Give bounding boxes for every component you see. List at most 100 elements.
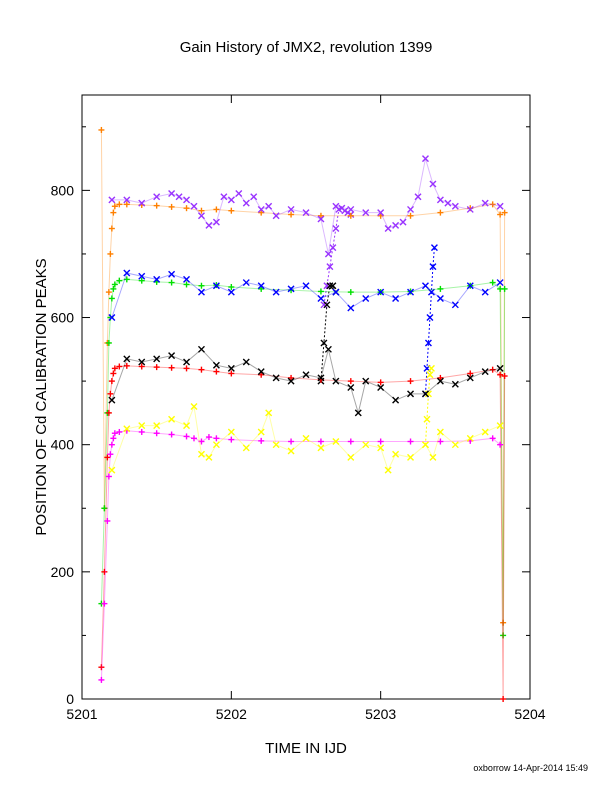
data-point — [324, 250, 332, 258]
data-point — [466, 374, 474, 382]
data-point — [108, 196, 116, 204]
data-point — [427, 288, 435, 296]
plot-area — [81, 94, 531, 700]
series-trace — [111, 272, 501, 318]
data-point — [111, 430, 118, 437]
data-point — [421, 155, 429, 163]
data-point — [108, 314, 116, 322]
data-point — [198, 366, 205, 373]
y-tick-label: 800 — [51, 182, 75, 198]
data-point — [407, 390, 415, 398]
data-point — [429, 180, 437, 188]
data-point — [153, 422, 161, 430]
data-point — [377, 288, 385, 296]
data-point — [407, 438, 414, 445]
data-point — [326, 263, 334, 271]
data-point — [168, 279, 175, 286]
data-point — [347, 205, 355, 213]
data-point — [377, 383, 385, 391]
data-point — [228, 370, 235, 377]
series-group — [98, 362, 508, 702]
data-point — [496, 422, 504, 430]
data-point — [497, 371, 504, 378]
data-point — [437, 209, 444, 216]
data-point — [198, 438, 205, 445]
data-point — [362, 441, 370, 449]
data-point — [153, 193, 161, 201]
data-point — [347, 453, 355, 461]
data-point — [421, 282, 429, 290]
data-point — [384, 225, 392, 233]
data-point — [123, 269, 131, 277]
data-point — [138, 272, 146, 280]
data-point — [288, 438, 295, 445]
connector-streaks — [317, 204, 438, 449]
data-point — [377, 444, 385, 452]
data-point — [257, 282, 265, 290]
data-point — [123, 362, 130, 369]
data-point — [437, 374, 444, 381]
data-point — [175, 193, 183, 201]
data-point — [98, 126, 105, 133]
data-point — [407, 288, 415, 296]
data-point — [426, 314, 434, 322]
data-point — [265, 409, 273, 417]
data-point — [227, 428, 235, 436]
data-point — [272, 374, 280, 382]
data-point — [104, 517, 111, 524]
series-trace — [100, 365, 506, 700]
data-point — [332, 377, 340, 385]
data-point — [320, 339, 328, 347]
data-point — [138, 363, 145, 370]
data-point — [168, 415, 176, 423]
data-point — [332, 225, 340, 233]
data-point — [426, 371, 434, 379]
data-point — [489, 435, 496, 442]
data-point — [329, 244, 337, 252]
data-point — [138, 422, 146, 430]
data-point — [258, 437, 265, 444]
data-point — [104, 454, 111, 461]
data-point — [497, 211, 504, 218]
data-point — [496, 202, 504, 210]
data-point — [347, 289, 354, 296]
data-point — [287, 377, 295, 385]
data-point — [421, 390, 429, 398]
data-point — [302, 209, 310, 217]
data-point — [392, 221, 400, 229]
data-point — [500, 619, 507, 626]
data-point — [377, 379, 384, 386]
data-point — [287, 447, 295, 455]
series-trace — [111, 158, 501, 255]
data-point — [320, 301, 328, 309]
data-point — [377, 209, 385, 217]
data-point — [430, 244, 438, 252]
data-point — [197, 450, 205, 458]
data-point — [107, 390, 114, 397]
x-tick-label: 5204 — [514, 706, 545, 722]
data-point — [183, 365, 190, 372]
data-point — [153, 430, 160, 437]
data-point — [257, 368, 265, 376]
data-point — [362, 294, 370, 302]
data-point — [437, 438, 444, 445]
series-trace — [111, 348, 501, 415]
data-point — [451, 202, 459, 210]
data-point — [496, 279, 504, 287]
data-point — [392, 450, 400, 458]
data-point — [228, 436, 235, 443]
data-point — [116, 277, 123, 284]
data-point — [436, 294, 444, 302]
data-point — [501, 285, 508, 292]
data-point — [436, 377, 444, 385]
data-point — [153, 275, 161, 283]
data-point — [153, 355, 161, 363]
plot-frame — [81, 94, 531, 700]
data-point — [258, 209, 265, 216]
data-point — [242, 199, 250, 207]
series-trace — [100, 430, 501, 680]
data-point — [481, 428, 489, 436]
data-point — [323, 282, 331, 290]
data-point — [287, 285, 295, 293]
data-point — [153, 364, 160, 371]
